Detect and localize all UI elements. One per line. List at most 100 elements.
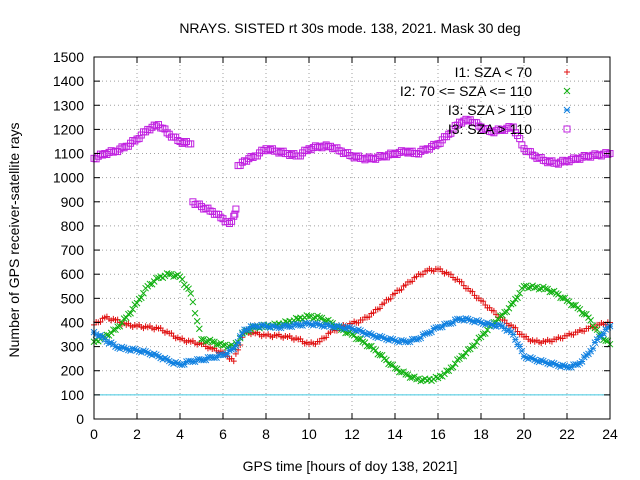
y-tick-label: 200 xyxy=(61,363,85,379)
data-point xyxy=(234,339,242,346)
y-tick-label: 0 xyxy=(76,411,84,427)
data-point xyxy=(381,300,388,307)
data-point xyxy=(107,329,115,337)
data-point xyxy=(449,363,457,371)
data-point xyxy=(505,304,513,312)
data-point xyxy=(430,325,438,333)
data-point xyxy=(170,273,177,280)
data-point xyxy=(215,340,223,348)
data-point xyxy=(473,338,481,346)
data-point xyxy=(503,308,511,316)
data-point xyxy=(238,158,246,166)
x-tick-label: 12 xyxy=(344,426,360,442)
y-tick-label: 700 xyxy=(61,242,85,258)
data-point xyxy=(309,314,317,322)
data-point xyxy=(228,217,236,225)
data-point xyxy=(436,139,444,147)
data-point xyxy=(316,338,323,345)
data-point xyxy=(208,338,216,346)
x-tick-label: 10 xyxy=(301,426,317,442)
data-point xyxy=(582,310,590,318)
x-tick-label: 4 xyxy=(176,426,184,442)
data-point xyxy=(322,141,330,149)
data-point xyxy=(413,375,420,383)
y-tick-label: 400 xyxy=(61,314,85,330)
data-point xyxy=(520,282,528,290)
legend-label: I2: 70 <= SZA <= 110 xyxy=(400,83,532,99)
data-point xyxy=(471,342,478,349)
data-point xyxy=(469,288,476,295)
data-point xyxy=(419,331,427,339)
data-point xyxy=(127,309,134,317)
y-tick-label: 1200 xyxy=(53,121,84,137)
data-point xyxy=(393,365,401,373)
data-point xyxy=(408,374,416,381)
data-point xyxy=(587,347,595,355)
data-point xyxy=(217,214,225,222)
chart-title: NRAYS. SISTED rt 30s mode. 138, 2021. Ma… xyxy=(179,20,520,36)
data-point xyxy=(316,314,324,321)
data-point xyxy=(385,360,392,368)
data-point xyxy=(189,298,197,306)
data-point xyxy=(109,326,117,334)
data-point xyxy=(421,146,429,154)
data-point xyxy=(578,358,586,365)
x-tick-label: 0 xyxy=(90,426,98,442)
data-point xyxy=(548,288,556,296)
data-point xyxy=(365,343,373,350)
data-point xyxy=(161,125,169,133)
data-point xyxy=(400,337,407,345)
data-point xyxy=(185,285,192,293)
data-point xyxy=(507,124,515,132)
y-axis-label: Number of GPS receiver-satellite rays xyxy=(6,123,22,358)
data-point xyxy=(195,325,203,333)
data-point xyxy=(409,278,416,285)
x-tick-label: 24 xyxy=(602,426,618,442)
y-tick-label: 300 xyxy=(61,339,85,355)
data-point xyxy=(135,135,143,143)
data-point xyxy=(202,338,210,346)
x-axis-label: GPS time [hours of doy 138, 2021] xyxy=(243,458,458,474)
data-point xyxy=(490,307,497,314)
data-point xyxy=(355,335,362,343)
legend-marker xyxy=(563,87,571,95)
data-point xyxy=(432,141,440,149)
legend-marker xyxy=(564,69,570,75)
y-tick-label: 1100 xyxy=(54,146,84,162)
data-point xyxy=(496,321,504,329)
x-tick-label: 18 xyxy=(473,426,489,442)
y-tick-label: 100 xyxy=(61,387,85,403)
data-point xyxy=(512,336,519,343)
data-point xyxy=(187,140,195,148)
x-tick-label: 16 xyxy=(430,426,446,442)
data-point xyxy=(191,309,199,317)
data-point xyxy=(438,323,446,331)
grid xyxy=(94,57,610,419)
data-point xyxy=(542,285,549,293)
data-point xyxy=(464,346,472,353)
legend-label: I1: SZA < 70 xyxy=(455,64,533,80)
data-point xyxy=(180,361,188,368)
data-point xyxy=(116,322,124,330)
data-point xyxy=(589,344,597,352)
data-point xyxy=(516,289,524,297)
data-point xyxy=(604,150,612,158)
legend-label: I3: SZA > 110 xyxy=(448,102,532,118)
data-point xyxy=(544,285,552,293)
x-tick-label: 2 xyxy=(133,426,141,442)
data-point xyxy=(458,278,465,285)
data-point xyxy=(374,350,382,358)
data-point xyxy=(419,271,426,278)
data-point xyxy=(480,298,487,305)
data-point xyxy=(163,129,171,137)
data-point xyxy=(441,370,448,378)
data-point xyxy=(140,289,147,297)
data-point xyxy=(466,345,474,353)
data-point xyxy=(432,373,440,381)
data-point xyxy=(509,299,517,307)
data-point xyxy=(129,305,137,313)
y-tick-label: 900 xyxy=(61,194,85,210)
data-point xyxy=(402,282,409,289)
x-tick-label: 22 xyxy=(559,426,575,442)
